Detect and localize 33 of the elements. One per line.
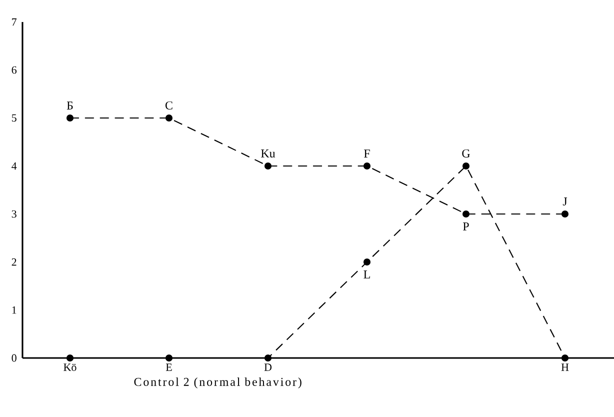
data-label: L (364, 270, 370, 278)
point (363, 258, 371, 266)
x-tick-label: H (561, 364, 569, 371)
point (561, 354, 569, 362)
point (462, 162, 470, 170)
point (363, 162, 371, 170)
data-label: P (463, 222, 469, 230)
point (264, 354, 272, 362)
data-label: Ku (261, 150, 276, 158)
x-tick-label: D (264, 364, 272, 371)
y-tick-label: 7 (12, 18, 17, 26)
data-label: F (364, 150, 370, 158)
point (561, 210, 569, 218)
point (66, 114, 74, 122)
point (165, 114, 173, 122)
y-tick-label: 5 (12, 114, 16, 122)
data-label: J (562, 198, 568, 206)
y-tick-label: 0 (12, 354, 16, 362)
data-label: G (462, 149, 470, 158)
x-tick-label: Kö (64, 364, 76, 371)
point (264, 162, 272, 170)
point (165, 354, 173, 362)
y-tick-label: 4 (12, 162, 17, 170)
point (462, 210, 470, 218)
x-tick-label: E (166, 364, 172, 371)
y-tick-label: 1 (12, 306, 16, 314)
y-tick-label: 6 (12, 66, 17, 74)
data-label: C (166, 101, 172, 110)
x-axis-title: Control 2 (normal behavior) (134, 378, 302, 388)
y-tick-label: 3 (12, 210, 16, 218)
point (66, 354, 74, 362)
y-tick-label: 2 (12, 258, 16, 266)
data-label: Б (66, 102, 73, 110)
